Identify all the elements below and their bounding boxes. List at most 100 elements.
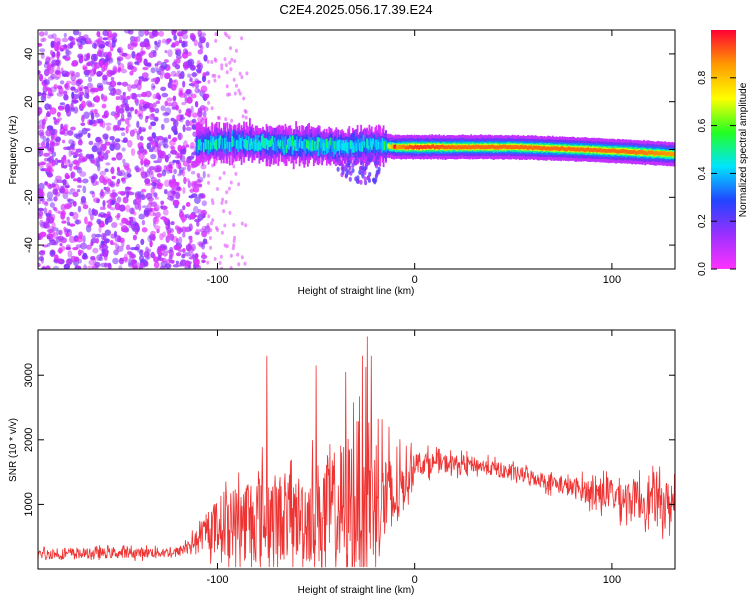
y-tick-label: 0 [23,146,35,152]
noise-cell [100,143,107,151]
noise-cell [67,130,74,136]
noise-cell [78,31,82,37]
noise-cell [200,37,206,44]
ridge-cell [626,150,629,154]
ridge-cell [550,146,553,151]
ridge-cell [619,149,622,154]
ridge-cell [391,144,393,149]
ridge-cell [342,140,345,151]
ridge-cell [667,151,670,156]
noise-cell [77,177,82,182]
ridge-cell [294,139,296,146]
noise-cell [171,30,177,36]
ridge-cell [241,140,244,148]
noise-cell [107,203,112,209]
noise-cell [210,106,214,111]
noise-cell [101,94,108,103]
noise-cell [104,58,109,62]
noise-cell [169,169,173,174]
noise-cell [187,73,192,78]
noise-cell [55,175,62,181]
noise-cell [122,95,126,99]
ridge-cell [343,142,346,151]
noise-cell [188,256,195,260]
noise-cell [94,261,101,268]
noise-cell [43,207,48,215]
noise-cell [179,116,186,120]
ridge-cell [443,145,445,150]
noise-cell [95,136,102,143]
ridge-cell [389,145,392,149]
noise-cell [130,84,138,89]
noise-cell [117,119,122,126]
noise-cell [44,202,49,207]
noise-cell [48,209,52,215]
noise-cell [124,253,128,260]
ridge-cell [647,150,650,155]
ridge-cell [634,151,637,155]
noise-cell [38,250,46,256]
noise-cell [176,252,182,257]
noise-cell [150,251,155,259]
snr-plot-area [38,336,675,568]
noise-cell [242,96,246,101]
noise-cell [200,85,208,93]
ridge-cell [561,146,564,150]
ridge-cell [307,144,309,154]
noise-cell [213,78,217,83]
noise-cell [150,182,158,187]
ridge-cell [374,139,377,148]
ridge-cell [574,147,577,152]
ridge-cell [625,149,628,154]
noise-cell [47,165,52,174]
ridge-cell [482,145,484,150]
noise-cell [139,50,144,57]
ridge-cell [398,145,400,149]
ridge-cell [465,145,468,150]
noise-cell [56,51,61,57]
ridge-cell [335,141,338,153]
noise-cell [58,247,63,254]
ridge-cell [449,145,451,150]
noise-cell [154,40,158,46]
noise-cell [186,89,193,98]
noise-cell [138,103,143,111]
ridge-cell [413,145,416,150]
noise-cell [173,168,178,174]
noise-cell [203,54,208,62]
ridge-cell [501,145,503,149]
noise-cell [78,95,82,101]
ridge-cell [245,139,248,149]
noise-cell [225,190,229,195]
noise-cell [202,110,207,118]
noise-cell [96,31,101,37]
noise-cell [65,184,71,189]
noise-cell [232,164,236,169]
ridge-cell [499,145,502,150]
ridge-cell [521,145,523,149]
noise-cell [232,239,236,243]
ridge-cell [244,138,247,149]
noise-cell [241,114,245,119]
ridge-cell [311,140,314,152]
noise-cell [59,242,63,247]
ridge-cell [563,147,566,152]
noise-cell [109,136,115,141]
noise-cell [45,137,50,143]
noise-cell [190,243,196,252]
noise-cell [92,247,99,254]
noise-cell [189,188,195,193]
noise-cell [56,111,61,118]
noise-cell [187,155,195,160]
ridge-cell [256,143,258,151]
noise-cell [190,160,196,169]
noise-cell [182,187,186,194]
ridge-cell [480,144,483,149]
noise-cell [182,124,186,133]
noise-cell [105,186,111,192]
noise-cell [149,233,156,241]
noise-cell [88,207,92,216]
noise-cell [54,44,60,52]
ridge-cell [517,145,520,150]
noise-cell [143,158,149,164]
